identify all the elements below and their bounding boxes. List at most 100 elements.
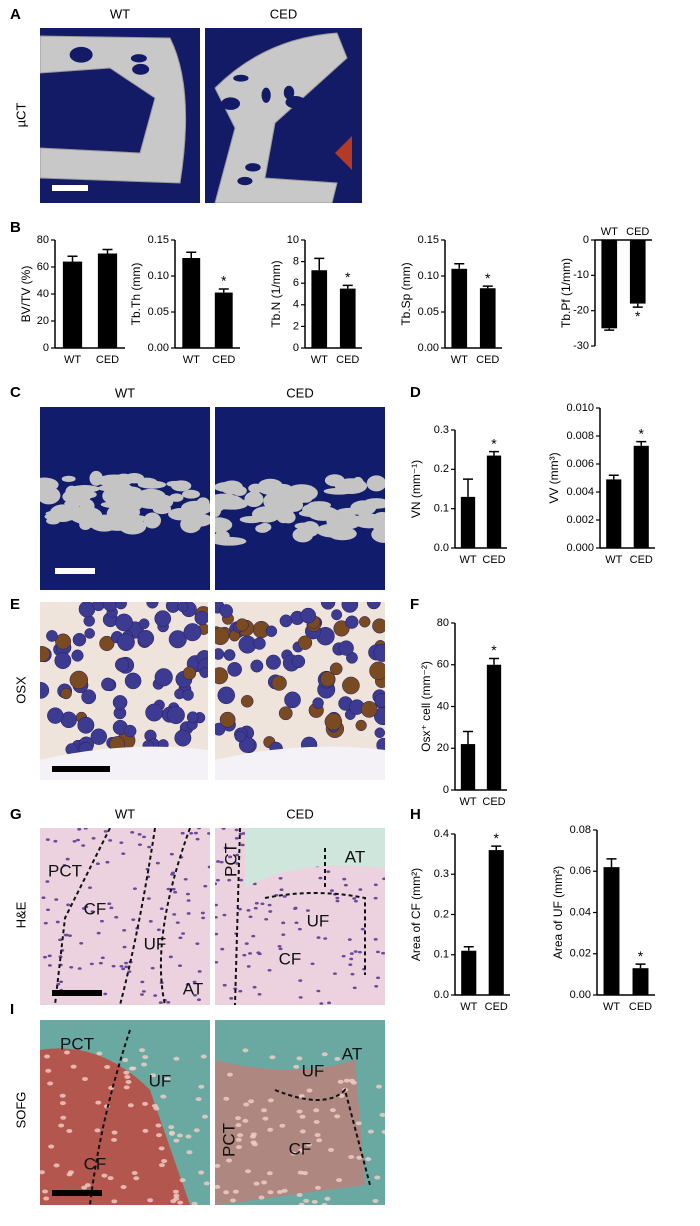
chondrocyte (296, 1109, 303, 1114)
cell (360, 700, 378, 718)
error-bar (636, 440, 647, 446)
micrograph (205, 28, 362, 203)
nucleus (153, 994, 158, 997)
cell (46, 630, 58, 642)
nucleus (248, 952, 253, 955)
region-label: PCT (221, 843, 240, 877)
x-tick-label: WT (183, 354, 200, 366)
bar (460, 744, 476, 790)
nucleus (382, 877, 385, 881)
chondrocyte (130, 1066, 137, 1071)
chondrocyte (141, 1062, 148, 1067)
x-tick-label: CED (482, 796, 505, 808)
nucleus (201, 916, 206, 920)
cell (124, 672, 142, 690)
x-tick-label: WT (451, 354, 468, 366)
panel-label: H (410, 806, 421, 823)
chondrocyte (59, 1101, 66, 1106)
nucleus (206, 832, 210, 835)
bar (488, 850, 504, 995)
cell (123, 724, 137, 738)
nucleus (166, 887, 171, 891)
x-tick-label: WT (459, 554, 476, 566)
error-bar (632, 303, 643, 308)
cell (215, 627, 230, 646)
nucleus (347, 938, 352, 941)
nucleus (189, 831, 194, 835)
nucleus (216, 860, 221, 863)
vessel (40, 486, 61, 505)
vessel (168, 507, 193, 521)
nucleus (215, 878, 220, 882)
cartilage (215, 1060, 365, 1205)
nucleus (234, 837, 239, 840)
nucleus (171, 887, 176, 891)
nucleus (353, 950, 358, 953)
pore (221, 97, 241, 110)
nucleus (220, 947, 225, 951)
chondrocyte (142, 1101, 149, 1106)
chondrocyte (299, 1129, 306, 1134)
y-tick-label: 10 (287, 234, 299, 246)
column-label: CED (270, 6, 297, 21)
cell (215, 648, 225, 660)
nucleus (195, 837, 200, 841)
vessel (255, 524, 270, 533)
chondrocyte (156, 1133, 163, 1138)
y-tick-label: 0.004 (566, 486, 594, 498)
y-axis-label: BV/TV (%) (19, 266, 33, 323)
x-tick-label: CED (476, 354, 499, 366)
chondrocyte (111, 1199, 118, 1204)
region-label: AT (345, 847, 365, 866)
micrograph (40, 828, 210, 1005)
nucleus (335, 896, 340, 900)
vessel (258, 482, 281, 495)
nucleus (252, 985, 257, 989)
chondrocyte (94, 1128, 101, 1133)
nucleus (54, 898, 59, 901)
nucleus (256, 951, 261, 955)
vessel (263, 492, 283, 510)
chondrocyte (379, 1112, 385, 1117)
cell (279, 614, 293, 628)
micrograph (40, 407, 210, 590)
panel-label: C (10, 384, 21, 401)
pore (233, 74, 249, 82)
chondrocyte (44, 1054, 51, 1059)
chondrocyte (48, 1144, 55, 1149)
pore (62, 104, 87, 112)
nucleus (374, 984, 379, 988)
chondrocyte (161, 1159, 168, 1164)
chondrocyte (235, 1137, 242, 1142)
nucleus (264, 917, 269, 921)
column-label: WT (110, 6, 130, 21)
pore (132, 63, 150, 75)
nucleus (298, 979, 303, 982)
bar (606, 479, 622, 548)
y-tick-label: 0.15 (418, 234, 439, 246)
nucleus (193, 831, 198, 835)
region-label: UF (307, 911, 330, 930)
vessel (366, 475, 385, 492)
nucleus (166, 1001, 171, 1004)
chondrocyte (376, 1084, 383, 1089)
chondrocyte (186, 1150, 193, 1155)
y-tick-label: 0.10 (418, 270, 439, 282)
panel-label: G (10, 806, 22, 823)
nucleus (75, 838, 80, 842)
nucleus (186, 912, 191, 915)
chondrocyte (123, 1070, 130, 1075)
y-tick-label: 2 (293, 320, 299, 332)
chondrocyte (279, 1123, 286, 1128)
chondrocyte (155, 1123, 162, 1128)
chondrocyte (313, 1119, 320, 1124)
nucleus (278, 947, 283, 951)
chondrocyte (168, 1131, 175, 1136)
nucleus (89, 962, 94, 966)
nucleus (229, 997, 234, 1000)
chondrocyte (173, 1138, 180, 1143)
chondrocyte (223, 1096, 230, 1101)
cell (55, 633, 72, 650)
chondrocyte (266, 1171, 273, 1176)
chondrocyte (215, 1184, 221, 1189)
